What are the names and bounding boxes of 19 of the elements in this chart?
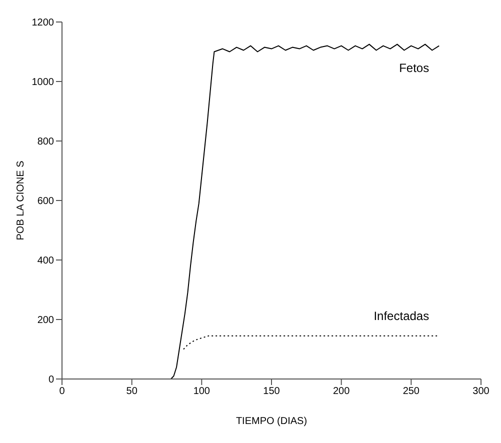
y-tick-label: 200 [37, 315, 54, 326]
x-tick-label: 250 [402, 386, 420, 398]
line-series [183, 335, 440, 350]
x-tick-label: 100 [193, 386, 210, 398]
x-tick-label: 50 [126, 386, 138, 398]
x-tick-label: 0 [59, 386, 66, 398]
x-tick-label: 200 [332, 386, 350, 398]
y-tick-label: 1000 [32, 77, 54, 88]
series-label: Fetos [399, 60, 430, 75]
x-axis-title: TIEMPO (DIAS) [236, 416, 308, 428]
y-tick-label: 600 [37, 196, 54, 208]
x-tick-label: 150 [263, 386, 280, 398]
y-axis-title: POB LA CIONE S [16, 160, 27, 240]
y-tick-label: 400 [37, 256, 54, 267]
y-tick-label: 0 [48, 374, 54, 386]
y-tick-label: 800 [37, 136, 54, 148]
y-tick-label: 1200 [32, 18, 54, 29]
x-tick-label: 300 [472, 386, 490, 398]
series-label: Infectadas [374, 308, 430, 323]
